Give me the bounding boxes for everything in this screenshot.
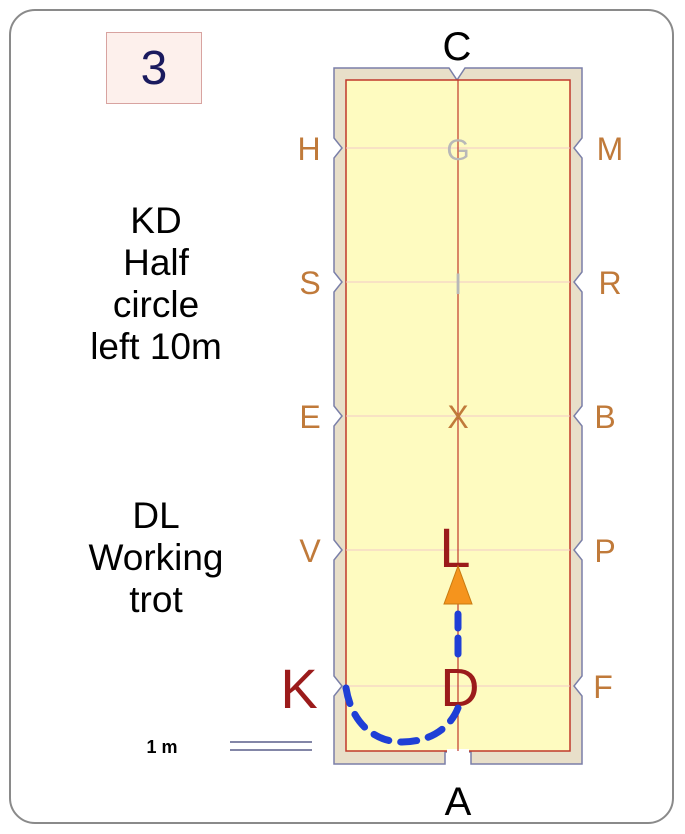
direction-arrow-icon xyxy=(443,564,473,605)
arena-letter-i: I xyxy=(454,268,462,301)
arena-entrance xyxy=(447,749,469,765)
instruction-line: left 10m xyxy=(90,326,222,367)
instruction-block-dl: DL Working trot xyxy=(41,495,271,621)
half-circle-path xyxy=(342,684,462,746)
instruction-block-kd: KD Half circle left 10m xyxy=(41,200,271,368)
scale-label: 1 m xyxy=(146,737,177,757)
arena-letter-b: B xyxy=(594,399,615,435)
arena-letter-e: E xyxy=(299,399,320,435)
arena-letter-p: P xyxy=(594,533,615,569)
arena-letter-a: A xyxy=(445,780,472,824)
arena-letter-k: K xyxy=(280,657,317,720)
instruction-line: DL xyxy=(132,495,180,536)
instruction-line: Half xyxy=(123,242,189,283)
movement-number: 3 xyxy=(140,41,168,95)
instruction-line: trot xyxy=(129,579,183,620)
arena-letter-f: F xyxy=(593,669,613,705)
arena-letter-c: C xyxy=(443,25,472,69)
arena-letter-g: G xyxy=(446,134,469,167)
arena-letter-m: M xyxy=(597,131,624,167)
arena-letter-v: V xyxy=(299,533,321,569)
arena-letter-x: X xyxy=(447,399,468,435)
arena-letter-s: S xyxy=(299,265,320,301)
arena-letter-h: H xyxy=(297,131,320,167)
arena-letter-l: L xyxy=(439,516,470,579)
movement-number-box: 3 xyxy=(106,32,202,104)
instruction-line: circle xyxy=(112,284,200,325)
arena-letter-r: R xyxy=(598,265,621,301)
instruction-line: Working xyxy=(88,537,224,578)
instruction-line: KD xyxy=(130,200,182,241)
